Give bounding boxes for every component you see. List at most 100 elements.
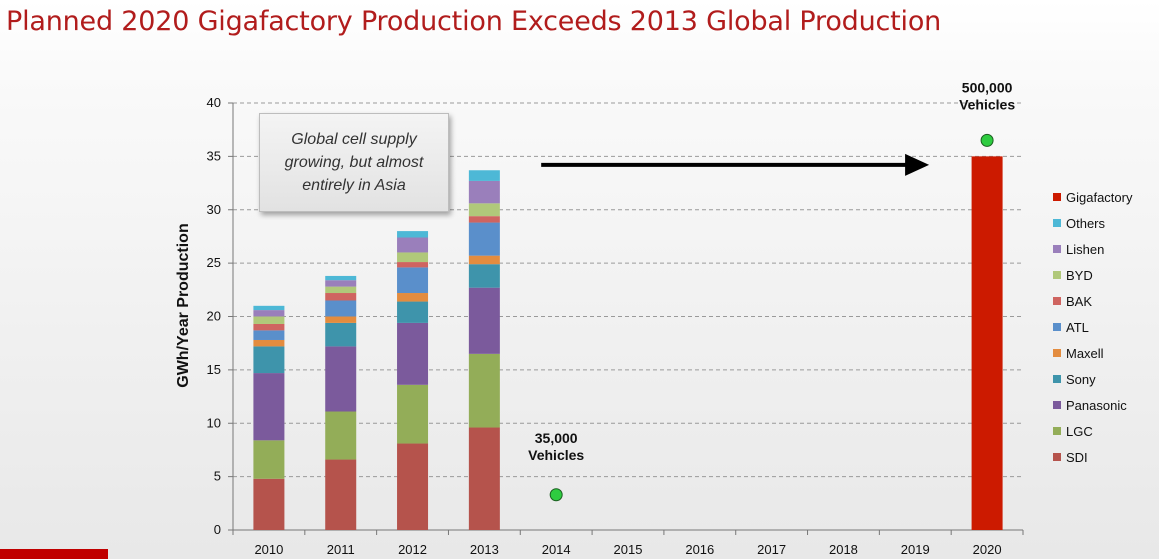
bar-2013-others <box>468 170 500 181</box>
bar-2010-panasonic <box>253 373 285 441</box>
bar-2012-sdi <box>397 443 429 530</box>
legend-swatch-lishen <box>1053 245 1061 253</box>
marker-label-2014-line1: 35,000 <box>535 430 578 446</box>
legend-label-sdi: SDI <box>1066 450 1088 465</box>
bar-2010-bak <box>253 323 285 331</box>
legend: Gigafactory Others Lishen BYD BAK ATL Maxell So… <box>1053 190 1133 465</box>
legend-label-sony: Sony <box>1066 372 1096 387</box>
x-tick-label-2013: 2013 <box>470 542 499 557</box>
bar-2013-sdi <box>468 427 500 530</box>
bar-2011-panasonic <box>325 346 357 412</box>
bar-2011-others <box>325 275 357 281</box>
bar-2011-byd <box>325 286 357 294</box>
legend-label-byd: BYD <box>1066 268 1093 283</box>
bar-2013-lgc <box>468 353 500 428</box>
bar-2012-bak <box>397 262 429 268</box>
bar-2012-others <box>397 231 429 238</box>
red-accent-bar <box>0 549 108 559</box>
x-tick-label-2020: 2020 <box>973 542 1002 557</box>
axes: 0 5 10 15 20 25 30 35 40 2010 2011 2012 2013 2014 2015… <box>175 95 1024 557</box>
marker-2014 <box>549 488 563 502</box>
bar-2010-sdi <box>253 478 285 530</box>
arrow-head <box>905 153 930 176</box>
bar-2013-atl <box>468 222 500 256</box>
legend-swatch-bak <box>1053 297 1061 305</box>
legend-label-panasonic: Panasonic <box>1066 398 1127 413</box>
bar-2013-panasonic <box>468 287 500 354</box>
legend-label-lishen: Lishen <box>1066 242 1104 257</box>
legend-swatch-byd <box>1053 271 1061 279</box>
callout-box: Global cell supply growing, but almost e… <box>259 113 449 212</box>
marker-label-2020-line2: Vehicles <box>959 96 1015 112</box>
legend-label-lgc: LGC <box>1066 424 1093 439</box>
y-tick-label-25: 25 <box>207 255 221 270</box>
bar-2010-atl <box>253 330 285 340</box>
bar-2011-atl <box>325 300 357 317</box>
bar-2013-sony <box>468 264 500 288</box>
y-tick-label-20: 20 <box>207 309 221 324</box>
legend-label-gigafactory: Gigafactory <box>1066 190 1133 205</box>
bar-2011-lishen <box>325 280 357 287</box>
bar-2010-lgc <box>253 440 285 479</box>
y-tick-label-30: 30 <box>207 202 221 217</box>
x-tick-label-2019: 2019 <box>901 542 930 557</box>
page-title: Planned 2020 Gigafactory Production Exce… <box>6 6 942 37</box>
bar-2013-byd <box>468 203 500 217</box>
y-tick-label-35: 35 <box>207 148 221 163</box>
y-tick-label-10: 10 <box>207 415 221 430</box>
marker-label-2014-line2: Vehicles <box>528 447 584 463</box>
legend-swatch-atl <box>1053 323 1061 331</box>
legend-swatch-maxell <box>1053 349 1061 357</box>
bar-2011-sony <box>325 322 357 347</box>
bar-2012-atl <box>397 267 429 294</box>
legend-swatch-gigafactory <box>1053 193 1061 201</box>
bar-2012-lishen <box>397 237 429 253</box>
bar-2010-lishen <box>253 310 285 317</box>
legend-swatch-panasonic <box>1053 401 1061 409</box>
legend-label-others: Others <box>1066 216 1106 231</box>
bars <box>253 156 1003 530</box>
gridlines <box>233 102 1023 478</box>
bar-2013-lishen <box>468 180 500 204</box>
bar-2010-sony <box>253 346 285 374</box>
bar-2010-byd <box>253 316 285 324</box>
legend-swatch-sony <box>1053 375 1061 383</box>
x-tick-label-2017: 2017 <box>757 542 786 557</box>
x-tick-label-2012: 2012 <box>398 542 427 557</box>
bar-2012-maxell <box>397 293 429 302</box>
y-axis-label: GWh/Year Production <box>175 223 192 387</box>
bar-2011-lgc <box>325 411 357 460</box>
legend-swatch-sdi <box>1053 453 1061 461</box>
bar-2011-maxell <box>325 316 357 323</box>
bar-2013-bak <box>468 216 500 223</box>
bar-2020-gigafactory <box>971 156 1003 530</box>
bar-2011-bak <box>325 293 357 301</box>
y-tick-label-40: 40 <box>207 95 221 110</box>
x-tick-label-2015: 2015 <box>614 542 643 557</box>
x-tick-label-2016: 2016 <box>685 542 714 557</box>
y-tick-label-0: 0 <box>214 522 221 537</box>
y-tick-label-15: 15 <box>207 362 221 377</box>
bar-2010-maxell <box>253 339 285 347</box>
bar-2012-panasonic <box>397 322 429 385</box>
y-tick-label-5: 5 <box>214 469 221 484</box>
marker-2020 <box>980 133 994 147</box>
bar-2012-sony <box>397 301 429 323</box>
legend-label-bak: BAK <box>1066 294 1092 309</box>
x-tick-label-2011: 2011 <box>327 542 355 557</box>
x-tick-label-2010: 2010 <box>254 542 283 557</box>
marker-label-2020-line1: 500,000 <box>962 79 1013 95</box>
legend-swatch-lgc <box>1053 427 1061 435</box>
bar-2011-sdi <box>325 459 357 530</box>
x-tick-label-2018: 2018 <box>829 542 858 557</box>
bar-2013-maxell <box>468 255 500 265</box>
legend-label-atl: ATL <box>1066 320 1089 335</box>
legend-swatch-others <box>1053 219 1061 227</box>
bar-2012-lgc <box>397 384 429 444</box>
bar-2012-byd <box>397 252 429 263</box>
legend-label-maxell: Maxell <box>1066 346 1104 361</box>
x-tick-label-2014: 2014 <box>542 542 571 557</box>
bar-2010-others <box>253 305 285 311</box>
